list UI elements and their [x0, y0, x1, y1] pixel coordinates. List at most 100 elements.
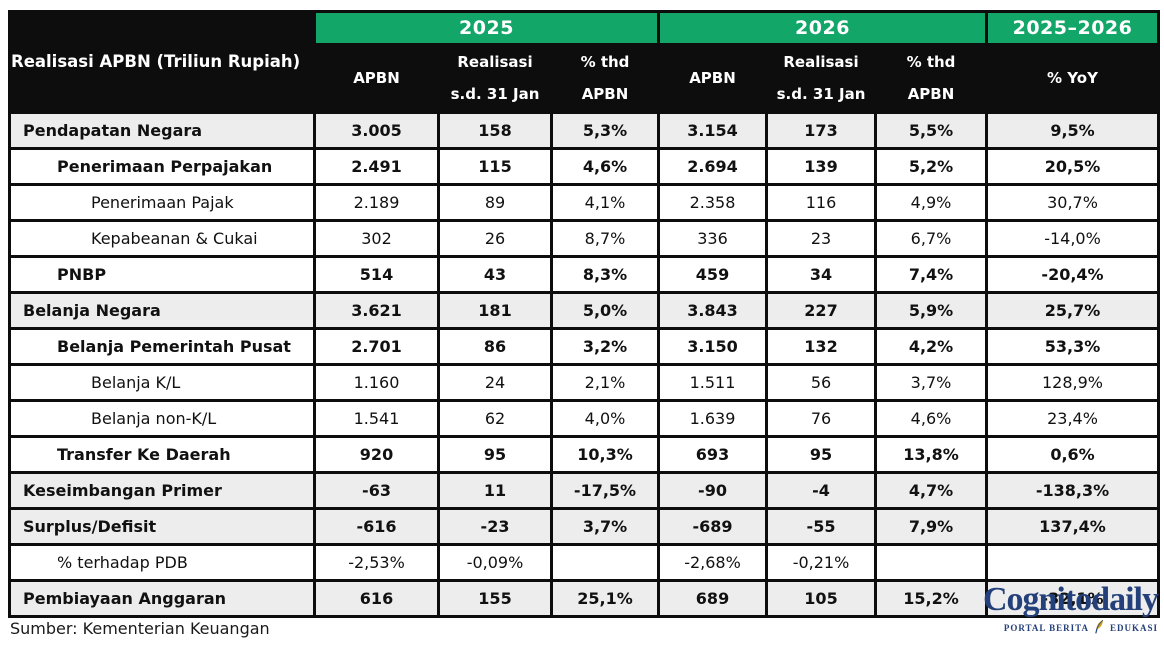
- value-cell: 173: [765, 110, 877, 150]
- row-label: Transfer Ke Daerah: [8, 434, 316, 474]
- value-cell: 2,1%: [550, 362, 660, 402]
- value-cell: 5,2%: [874, 146, 988, 186]
- table-row: Keseimbangan Primer -63 11 -17,5% -90 -4 4,7% -…: [8, 470, 1160, 510]
- col-header-apbn-2025: APBN: [313, 43, 440, 114]
- value-cell: [874, 542, 988, 582]
- value-cell: 920: [313, 434, 440, 474]
- value-cell: 616: [313, 578, 440, 618]
- value-cell: 7,9%: [874, 506, 988, 546]
- value-cell: 2.358: [657, 182, 768, 222]
- value-cell: 30,7%: [985, 182, 1160, 222]
- value-cell: 4,6%: [550, 146, 660, 186]
- table-row: PNBP 514 43 8,3% 459 34 7,4% -20,4%: [8, 254, 1160, 294]
- logo-tagline: PORTAL BERITA EDUKASI: [963, 619, 1158, 636]
- value-cell: [550, 542, 660, 582]
- value-cell: 26: [437, 218, 553, 258]
- table-row: Pembiayaan Anggaran 616 155 25,1% 689 105 15,2…: [8, 578, 1160, 618]
- value-cell: 2.694: [657, 146, 768, 186]
- value-cell: 3,2%: [550, 326, 660, 366]
- row-label: Penerimaan Pajak: [8, 182, 316, 222]
- row-label: Belanja Negara: [8, 290, 316, 330]
- table-body: Pendapatan Negara 3.005 158 5,3% 3.154 173 5,5…: [8, 110, 1160, 618]
- row-label: Keseimbangan Primer: [8, 470, 316, 510]
- value-cell: 115: [437, 146, 553, 186]
- value-cell: 11: [437, 470, 553, 510]
- value-cell: [985, 542, 1160, 582]
- value-cell: 95: [437, 434, 553, 474]
- value-cell: 105: [765, 578, 877, 618]
- value-cell: 116: [765, 182, 877, 222]
- value-cell: 53,3%: [985, 326, 1160, 366]
- row-label: Pendapatan Negara: [8, 110, 316, 150]
- value-cell: 43: [437, 254, 553, 294]
- feather-icon: [1094, 619, 1105, 636]
- col-header-apbn-2026: APBN: [657, 43, 768, 114]
- value-cell: -23: [437, 506, 553, 546]
- value-cell: 20,5%: [985, 146, 1160, 186]
- value-cell: -2,68%: [657, 542, 768, 582]
- value-cell: 24: [437, 362, 553, 402]
- logo-tagline-right: EDUKASI: [1109, 622, 1158, 633]
- value-cell: 5,9%: [874, 290, 988, 330]
- value-cell: 689: [657, 578, 768, 618]
- value-cell: 3.150: [657, 326, 768, 366]
- value-cell: 3.005: [313, 110, 440, 150]
- table-row: Pendapatan Negara 3.005 158 5,3% 3.154 173 5,5…: [8, 110, 1160, 150]
- value-cell: 158: [437, 110, 553, 150]
- year-group-2025-2026: 2025–2026: [985, 10, 1160, 46]
- value-cell: 459: [657, 254, 768, 294]
- table-row: Kepabeanan & Cukai 302 26 8,7% 336 23 6,7% -14,…: [8, 218, 1160, 258]
- row-label: Surplus/Defisit: [8, 506, 316, 546]
- value-cell: 7,4%: [874, 254, 988, 294]
- value-cell: -0,09%: [437, 542, 553, 582]
- table-row: Belanja K/L 1.160 24 2,1% 1.511 56 3,7% 128,9%: [8, 362, 1160, 402]
- value-cell: 514: [313, 254, 440, 294]
- value-cell: 4,0%: [550, 398, 660, 438]
- value-cell: 2.491: [313, 146, 440, 186]
- value-cell: -90: [657, 470, 768, 510]
- col-header-pct-yoy: % YoY: [985, 43, 1160, 114]
- value-cell: 89: [437, 182, 553, 222]
- table-row: Belanja Pemerintah Pusat 2.701 86 3,2% 3.150…: [8, 326, 1160, 366]
- value-cell: -0,21%: [765, 542, 877, 582]
- value-cell: 6,7%: [874, 218, 988, 258]
- row-label: Belanja non-K/L: [8, 398, 316, 438]
- table-row: Surplus/Defisit -616 -23 3,7% -689 -55 7,9% 137…: [8, 506, 1160, 546]
- value-cell: 13,8%: [874, 434, 988, 474]
- value-cell: 139: [765, 146, 877, 186]
- value-cell: 3.154: [657, 110, 768, 150]
- year-group-2025: 2025: [313, 10, 660, 46]
- year-group-row: Realisasi APBN (Triliun Rupiah) 2025 202…: [8, 10, 1160, 114]
- value-cell: 15,2%: [874, 578, 988, 618]
- value-cell: 155: [437, 578, 553, 618]
- value-cell: 8,3%: [550, 254, 660, 294]
- table-title-cell: Realisasi APBN (Triliun Rupiah): [8, 10, 316, 114]
- source-note: Sumber: Kementerian Keuangan: [10, 619, 270, 638]
- value-cell: 23,4%: [985, 398, 1160, 438]
- value-cell: 1.160: [313, 362, 440, 402]
- value-cell: 9,5%: [985, 110, 1160, 150]
- value-cell: 1.639: [657, 398, 768, 438]
- table-header: Realisasi APBN (Triliun Rupiah) 2025 202…: [8, 10, 1160, 114]
- value-cell: 2.701: [313, 326, 440, 366]
- table-row: Transfer Ke Daerah 920 95 10,3% 693 95 13,8% 0,…: [8, 434, 1160, 474]
- row-label: % terhadap PDB: [8, 542, 316, 582]
- value-cell: 25,1%: [550, 578, 660, 618]
- value-cell: 86: [437, 326, 553, 366]
- year-group-2026: 2026: [657, 10, 988, 46]
- row-label: Penerimaan Perpajakan: [8, 146, 316, 186]
- value-cell: 5,5%: [874, 110, 988, 150]
- value-cell: -14,0%: [985, 218, 1160, 258]
- value-cell: 3.621: [313, 290, 440, 330]
- col-header-pct-thd-apbn-2025: % thd APBN: [550, 43, 660, 114]
- table-row: Belanja non-K/L 1.541 62 4,0% 1.639 76 4,6% 23,…: [8, 398, 1160, 438]
- value-cell: -63: [313, 470, 440, 510]
- value-cell: -32,1%: [985, 578, 1160, 618]
- table-row: % terhadap PDB -2,53% -0,09% -2,68% -0,21%: [8, 542, 1160, 582]
- value-cell: 23: [765, 218, 877, 258]
- value-cell: -20,4%: [985, 254, 1160, 294]
- table-row: Penerimaan Perpajakan 2.491 115 4,6% 2.694 13…: [8, 146, 1160, 186]
- logo-tagline-left: PORTAL BERITA: [1003, 622, 1089, 633]
- value-cell: 4,7%: [874, 470, 988, 510]
- value-cell: 693: [657, 434, 768, 474]
